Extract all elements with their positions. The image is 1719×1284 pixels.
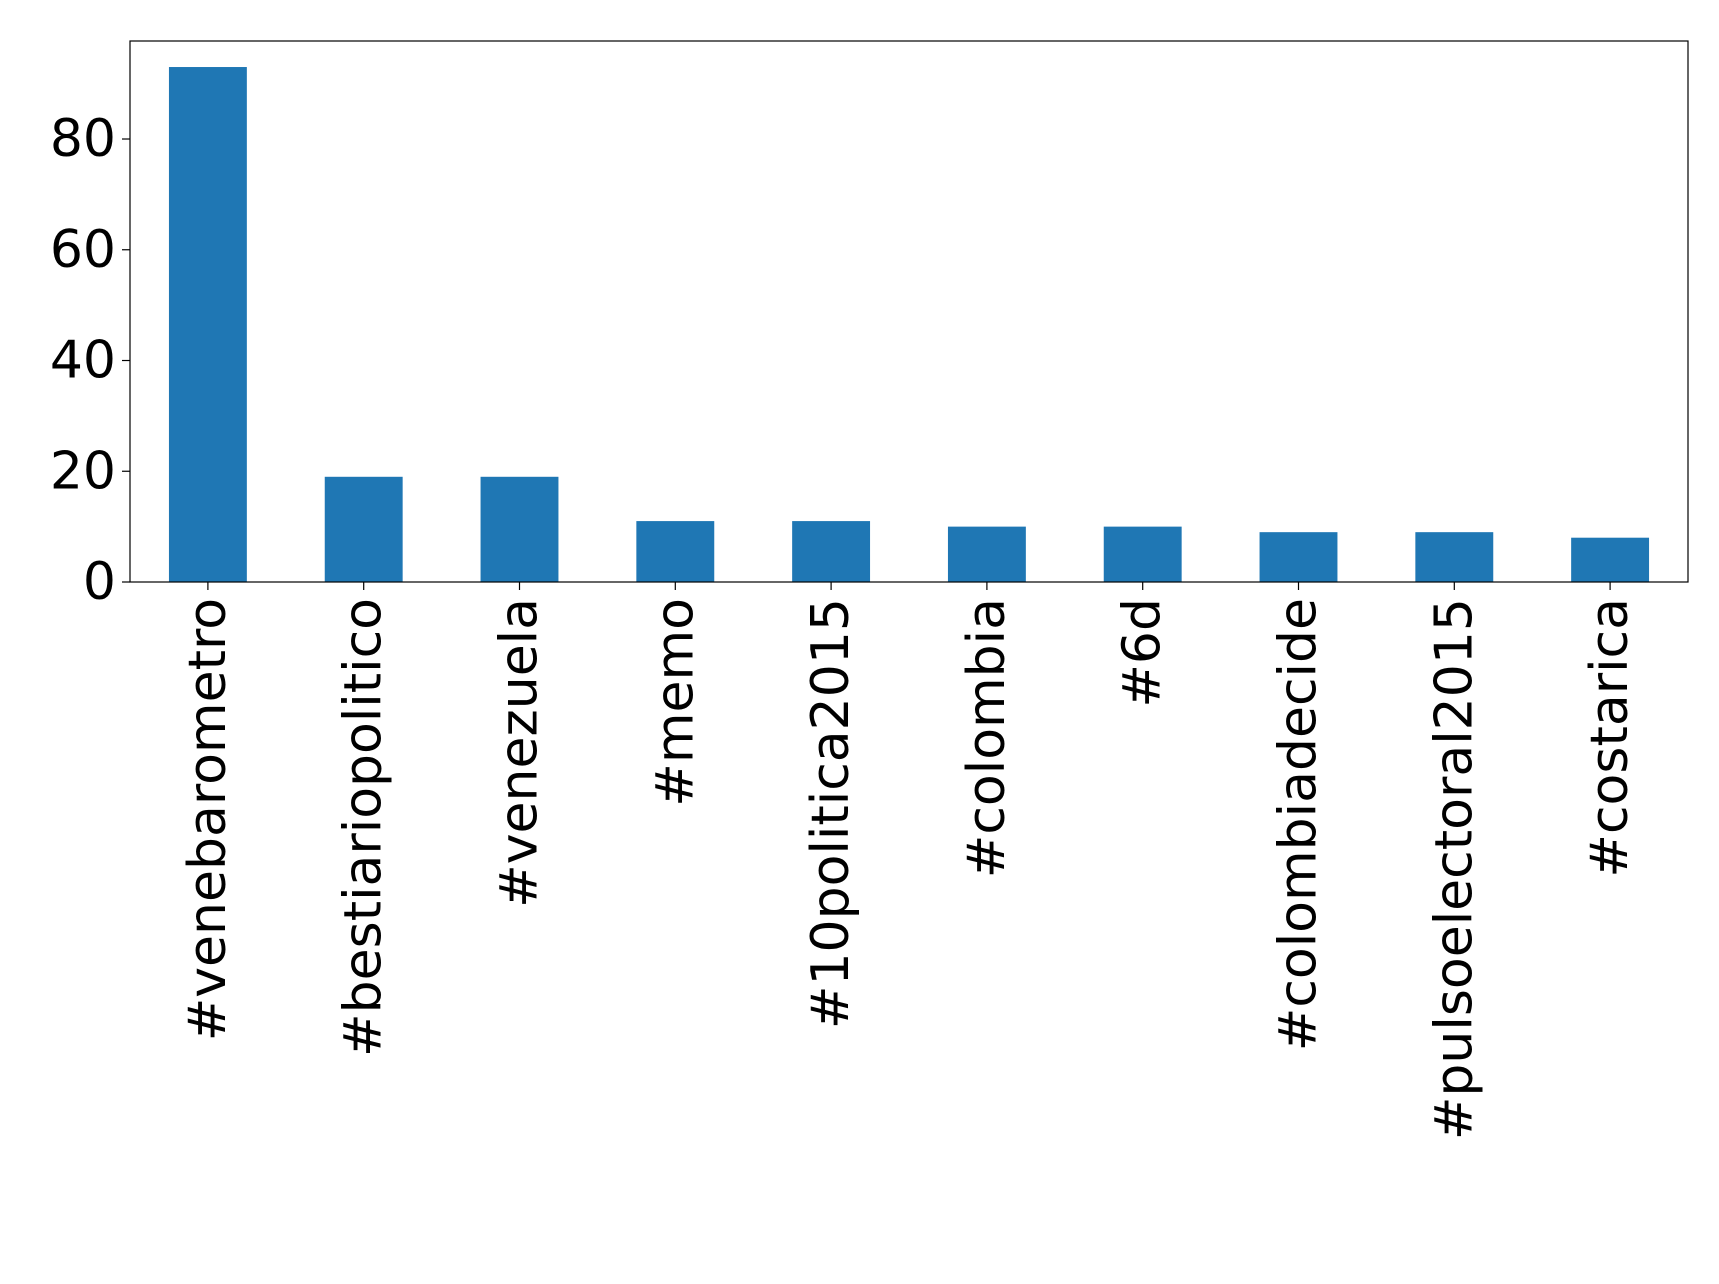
x-tick-label: #memo [645, 598, 705, 807]
bar [636, 521, 715, 582]
x-tick-label: #10politica2015 [801, 598, 861, 1029]
x-tick-label: #venezuela [490, 598, 550, 908]
y-tick-label: 0 [83, 552, 116, 612]
x-tick-label: #colombiadecide [1269, 598, 1329, 1051]
y-tick-label: 20 [50, 441, 116, 501]
y-tick-label: 80 [50, 109, 116, 169]
plot-frame [129, 40, 1689, 583]
x-tick-label: #6d [1113, 598, 1173, 708]
bar [1415, 532, 1494, 582]
bar [792, 521, 871, 582]
x-tick-label: #venebarometro [178, 598, 238, 1041]
x-tick-label: #costarica [1580, 598, 1640, 878]
bar [1571, 537, 1650, 582]
bar [168, 67, 247, 583]
bar [480, 476, 559, 582]
bar [1103, 526, 1182, 582]
x-tick-label: #bestiariopolitico [334, 598, 394, 1057]
x-tick-label: #pulsoelectoral2015 [1424, 598, 1484, 1140]
bar [947, 526, 1026, 582]
bar [324, 476, 403, 582]
y-tick-label: 40 [50, 331, 116, 391]
bar [1259, 532, 1338, 582]
x-tick-label: #colombia [957, 598, 1017, 878]
y-tick-label: 60 [50, 220, 116, 280]
